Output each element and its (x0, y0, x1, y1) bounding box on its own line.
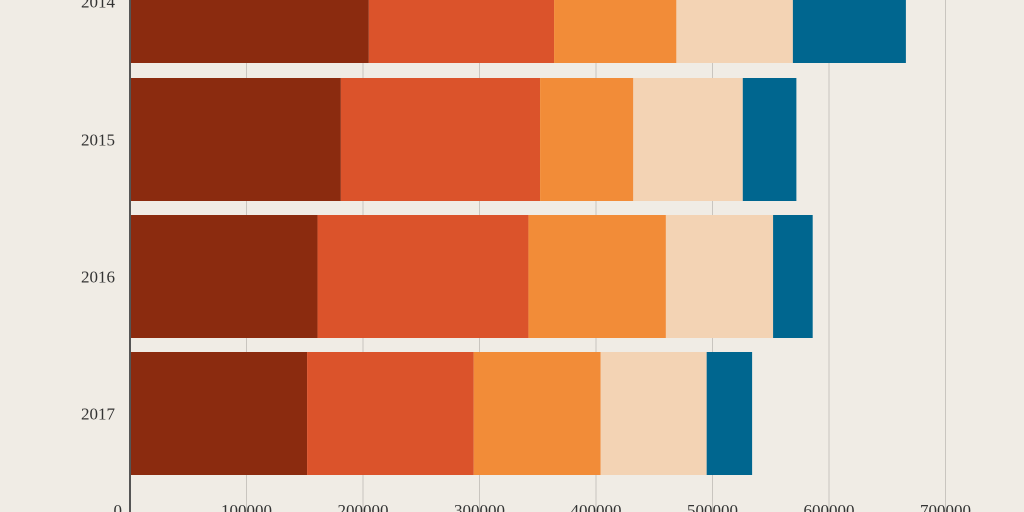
x-tick-label-0: 0 (114, 501, 123, 512)
x-tick-label-600000: 600000 (804, 501, 855, 512)
x-tick-label-400000: 400000 (571, 501, 622, 512)
bar-2016-segment-5 (773, 215, 813, 338)
x-tick-labels: 0 100000 200000 300000 400000 500000 600000 700… (114, 501, 972, 512)
bar-2014-segment-3 (554, 0, 677, 63)
bar-2014-segment-4 (676, 0, 793, 63)
x-tick-label-200000: 200000 (338, 501, 389, 512)
bar-2015-segment-4 (633, 78, 743, 201)
bar-2016-segment-4 (665, 215, 774, 338)
bar-2014-segment-5 (792, 0, 906, 63)
category-labels: 2014 2015 2016 2017 (81, 0, 116, 424)
bar-2017-segment-2 (307, 352, 474, 475)
category-label-2014: 2014 (81, 0, 116, 12)
bar-2014-segment-2 (368, 0, 555, 63)
bar-2015-segment-1 (130, 78, 341, 201)
bar-2015-segment-5 (742, 78, 797, 201)
bar-2017-segment-3 (473, 352, 601, 475)
x-tick-label-100000: 100000 (221, 501, 272, 512)
category-label-2016: 2016 (81, 268, 115, 287)
category-label-2015: 2015 (81, 131, 115, 150)
bar-2016-segment-2 (317, 215, 529, 338)
category-label-2017: 2017 (81, 405, 116, 424)
x-tick-label-300000: 300000 (454, 501, 505, 512)
bar-2017-segment-1 (130, 352, 308, 475)
bar-2016-segment-3 (528, 215, 666, 338)
x-tick-label-500000: 500000 (687, 501, 738, 512)
bar-2017-segment-4 (600, 352, 707, 475)
bars (130, 0, 906, 475)
bar-2015-segment-3 (540, 78, 634, 201)
bar-2015-segment-2 (340, 78, 541, 201)
bar-2017-segment-5 (706, 352, 753, 475)
bar-2016-segment-1 (130, 215, 318, 338)
bar-2014-segment-1 (130, 0, 369, 63)
x-tick-label-700000: 700000 (920, 501, 971, 512)
